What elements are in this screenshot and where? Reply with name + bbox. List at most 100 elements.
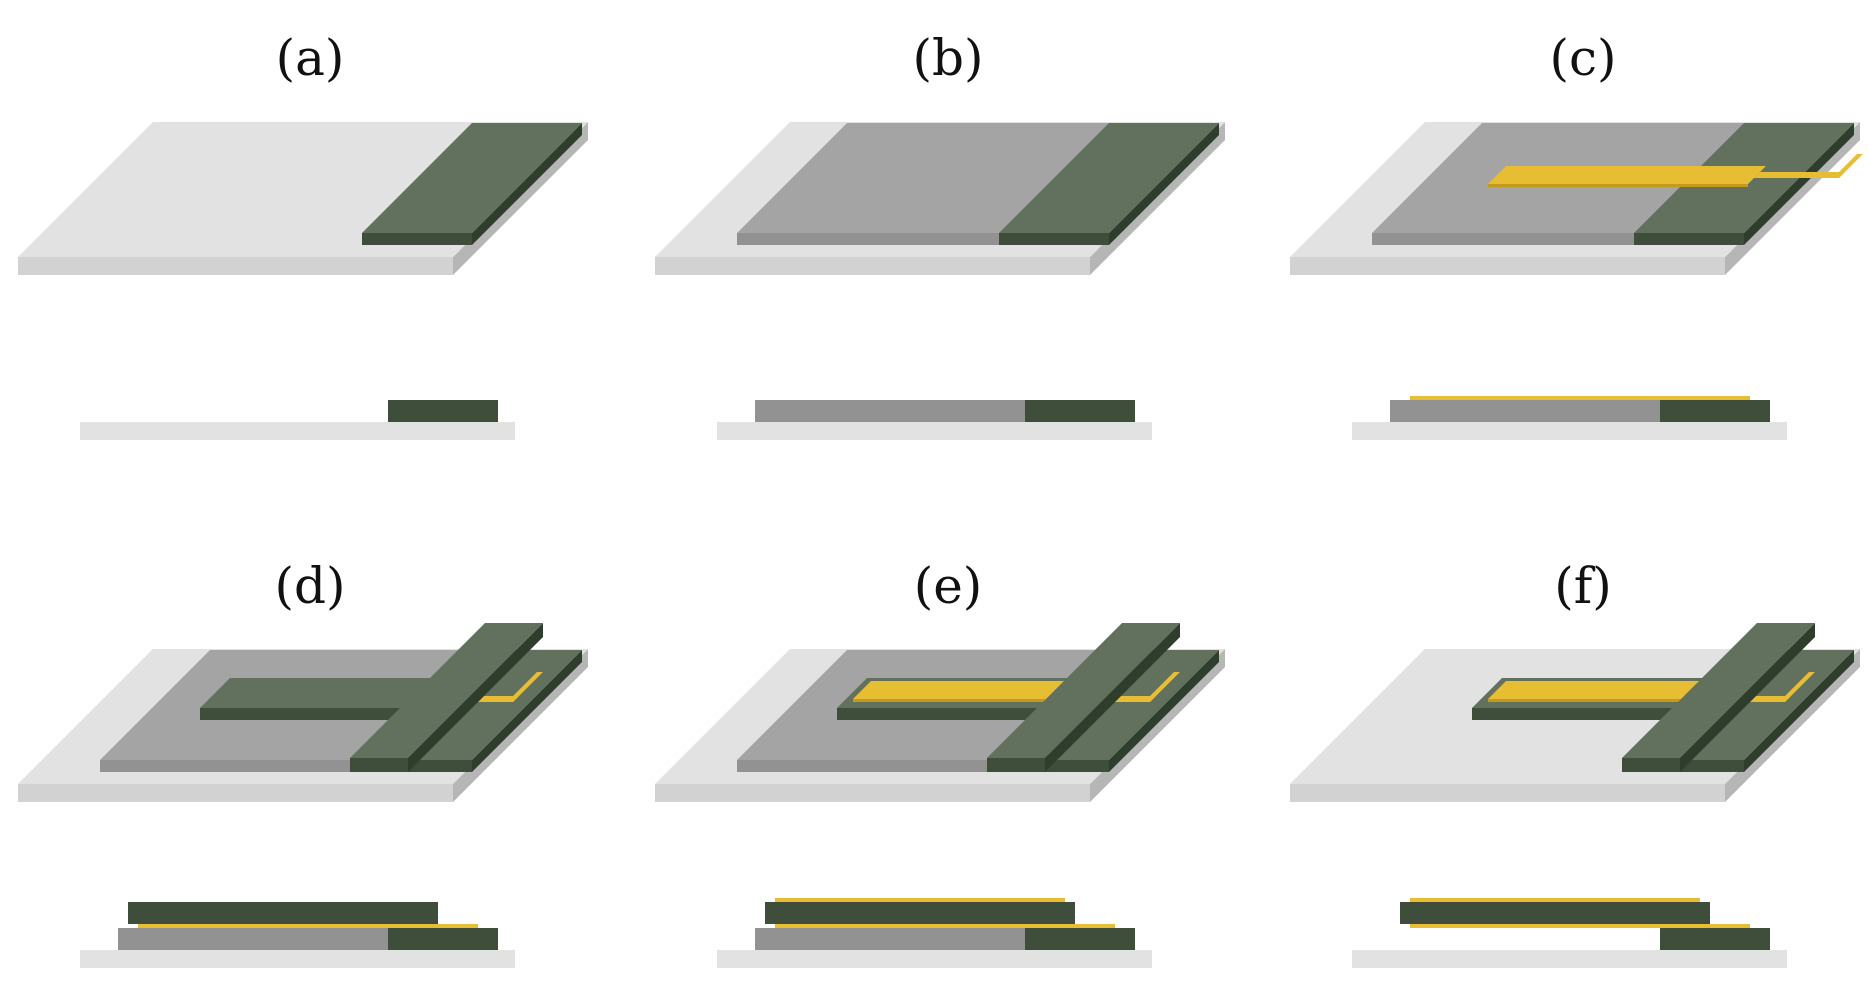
gold-strip xyxy=(1115,672,1180,702)
panel-f: (f) xyxy=(1290,557,1860,968)
side-substrate xyxy=(80,950,515,968)
side-substrate xyxy=(80,422,515,440)
gold-top-edge xyxy=(1488,699,1700,702)
side-gold-strip xyxy=(1410,924,1750,928)
side-gray-layer xyxy=(755,928,1025,950)
green-cover-front xyxy=(1622,758,1680,772)
substrate-front xyxy=(18,784,453,802)
side-view-a xyxy=(80,400,515,440)
side-green-pad xyxy=(388,400,498,422)
panel-label-b: (b) xyxy=(912,29,983,87)
side-green-bar xyxy=(765,902,1075,924)
green-pad-side xyxy=(1109,123,1219,245)
green-pad-front xyxy=(362,233,472,245)
green-cover-side xyxy=(1680,623,1815,772)
green-pad-side xyxy=(1744,650,1854,772)
green-cover-top xyxy=(987,623,1180,758)
green-bar-front xyxy=(837,708,1067,720)
side-substrate xyxy=(1352,422,1787,440)
green-cover-front xyxy=(987,758,1045,772)
gold-top-top xyxy=(853,681,1083,699)
panel-c: (c) xyxy=(1290,29,1863,440)
iso-view-c xyxy=(1290,122,1863,275)
green-bar-front xyxy=(1472,708,1702,720)
panel-label-a: (a) xyxy=(276,29,345,87)
green-cover-side xyxy=(1045,623,1180,772)
gold-top-top xyxy=(1488,681,1718,699)
substrate-front xyxy=(1290,784,1725,802)
panel-b: (b) xyxy=(655,29,1225,440)
side-gold-strip xyxy=(1410,396,1750,400)
gold-strip-hook xyxy=(1144,672,1180,702)
side-view-f xyxy=(1352,898,1787,968)
side-substrate xyxy=(717,950,1152,968)
side-substrate xyxy=(717,422,1152,440)
side-gray-layer xyxy=(118,928,388,950)
gold-strip-hook xyxy=(507,672,543,702)
panel-a: (a) xyxy=(18,29,588,440)
green-pad-side xyxy=(1744,123,1854,245)
side-gold-top xyxy=(1410,898,1700,902)
panel-label-e: (e) xyxy=(914,557,983,615)
side-view-c xyxy=(1352,396,1787,440)
gold-strip-connector xyxy=(1754,172,1845,178)
side-green-bar xyxy=(128,902,438,924)
side-gold-top xyxy=(775,898,1065,902)
gold-strip-top xyxy=(1488,166,1766,184)
iso-view-a xyxy=(18,122,588,275)
side-gold-strip xyxy=(138,924,478,928)
green-pad-side xyxy=(472,123,582,245)
green-pad-front xyxy=(1634,233,1744,245)
panel-label-f: (f) xyxy=(1554,557,1612,615)
gold-strip-hook xyxy=(1779,672,1815,702)
green-pad-side xyxy=(1109,650,1219,772)
side-green-pad xyxy=(1025,400,1135,422)
gold-strip xyxy=(478,672,543,702)
green-pad-top xyxy=(362,123,582,233)
side-green-pad xyxy=(1025,928,1135,950)
green-cover xyxy=(350,623,543,772)
green-cover xyxy=(987,623,1180,772)
side-gold-strip xyxy=(775,924,1115,928)
iso-view-d xyxy=(18,623,588,802)
side-green-pad xyxy=(1660,400,1770,422)
substrate-front xyxy=(1290,257,1725,275)
green-cover xyxy=(1622,623,1815,772)
substrate-front xyxy=(655,784,1090,802)
side-view-d xyxy=(80,902,515,968)
side-green-bar xyxy=(1400,902,1710,924)
iso-view-f xyxy=(1290,623,1860,802)
side-gray-layer xyxy=(755,400,1025,422)
side-green-pad xyxy=(388,928,498,950)
iso-view-e xyxy=(655,623,1225,802)
green-bar-top xyxy=(200,678,460,708)
green-pad-top xyxy=(999,123,1219,233)
green-cover-top xyxy=(1622,623,1815,758)
gold-strip xyxy=(1488,154,1863,187)
green-pad xyxy=(999,123,1219,245)
side-green-pad xyxy=(1660,928,1770,950)
green-pad-side xyxy=(472,650,582,772)
iso-view-b xyxy=(655,122,1225,275)
side-view-e xyxy=(717,898,1152,968)
gold-strip xyxy=(1750,672,1815,702)
green-cover-top xyxy=(350,623,543,758)
green-pad-front xyxy=(999,233,1109,245)
green-bar-front xyxy=(200,708,430,720)
green-cover-front xyxy=(350,758,408,772)
panel-e: (e) xyxy=(655,557,1225,968)
side-gray-layer xyxy=(1390,400,1660,422)
panel-label-c: (c) xyxy=(1549,29,1616,87)
gold-top-edge xyxy=(853,699,1065,702)
panels: (a) (b) (c) (d) (e) (f) xyxy=(18,29,1863,968)
panel-label-d: (d) xyxy=(274,557,345,615)
panel-d: (d) xyxy=(18,557,588,968)
gold-strip-edge xyxy=(1488,184,1748,187)
green-pad xyxy=(362,123,582,245)
substrate-front xyxy=(18,257,453,275)
green-cover-side xyxy=(408,623,543,772)
side-substrate xyxy=(1352,950,1787,968)
side-view-b xyxy=(717,400,1152,440)
gold-strip-hook xyxy=(1833,154,1863,178)
